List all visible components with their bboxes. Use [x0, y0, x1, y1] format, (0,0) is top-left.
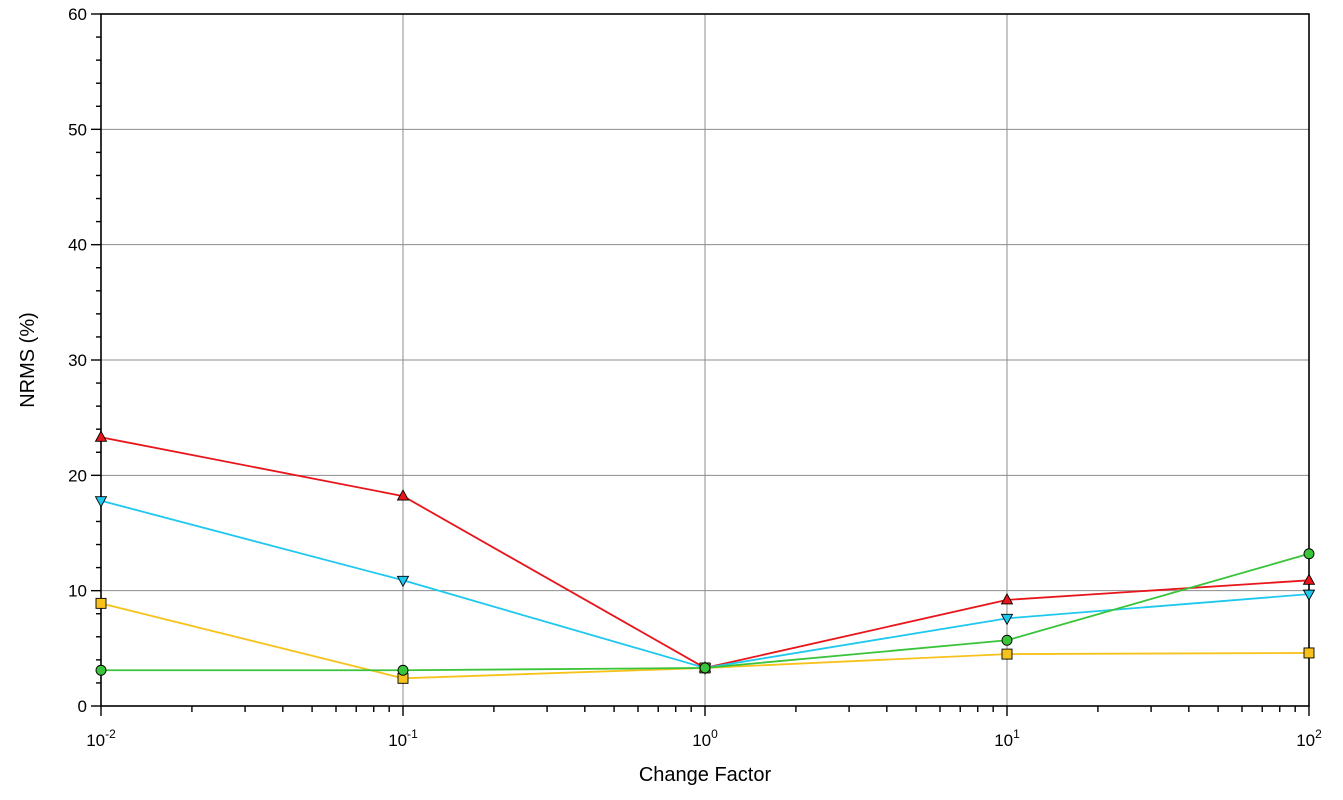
- y-tick-label: 10: [68, 582, 87, 601]
- grid-lines: [101, 14, 1309, 706]
- y-tick-label: 50: [68, 120, 87, 139]
- x-axis-title: Change Factor: [639, 764, 772, 786]
- triangle-up-marker: [1302, 573, 1316, 585]
- y-tick-label: 40: [68, 236, 87, 255]
- circle-marker: [95, 664, 107, 676]
- markers-layer: [94, 430, 1316, 684]
- tick-labels: 0 10 20 30 40 50 60 10-2 10-1 100 101 102: [68, 5, 1322, 750]
- y-axis-title: NRMS (%): [17, 312, 39, 408]
- triangle-down-marker: [1302, 589, 1316, 602]
- triangle-down-marker: [1000, 613, 1014, 626]
- circle-marker: [397, 664, 409, 676]
- y-tick-label: 0: [78, 697, 87, 716]
- square-marker: [1001, 648, 1013, 660]
- y-tick-label: 20: [68, 466, 87, 485]
- triangle-down-marker: [94, 496, 108, 508]
- circle-marker: [699, 662, 711, 674]
- square-marker: [1303, 647, 1315, 659]
- circle-marker: [1303, 548, 1315, 560]
- circle-marker: [1001, 634, 1013, 646]
- triangle-up-marker: [396, 489, 410, 501]
- x-tick-label: 100: [692, 727, 718, 750]
- triangle-down-marker: [396, 575, 410, 588]
- axes: [91, 13, 1310, 716]
- y-tick-label: 60: [68, 5, 87, 24]
- x-tick-label: 102: [1296, 727, 1322, 750]
- x-tick-label: 10-2: [86, 727, 116, 750]
- triangle-up-marker: [94, 430, 108, 442]
- y-tick-label: 30: [68, 351, 87, 370]
- triangle-up-marker: [1000, 592, 1014, 605]
- x-tick-label: 101: [994, 727, 1020, 750]
- square-marker: [95, 597, 107, 609]
- x-tick-label: 10-1: [388, 727, 418, 750]
